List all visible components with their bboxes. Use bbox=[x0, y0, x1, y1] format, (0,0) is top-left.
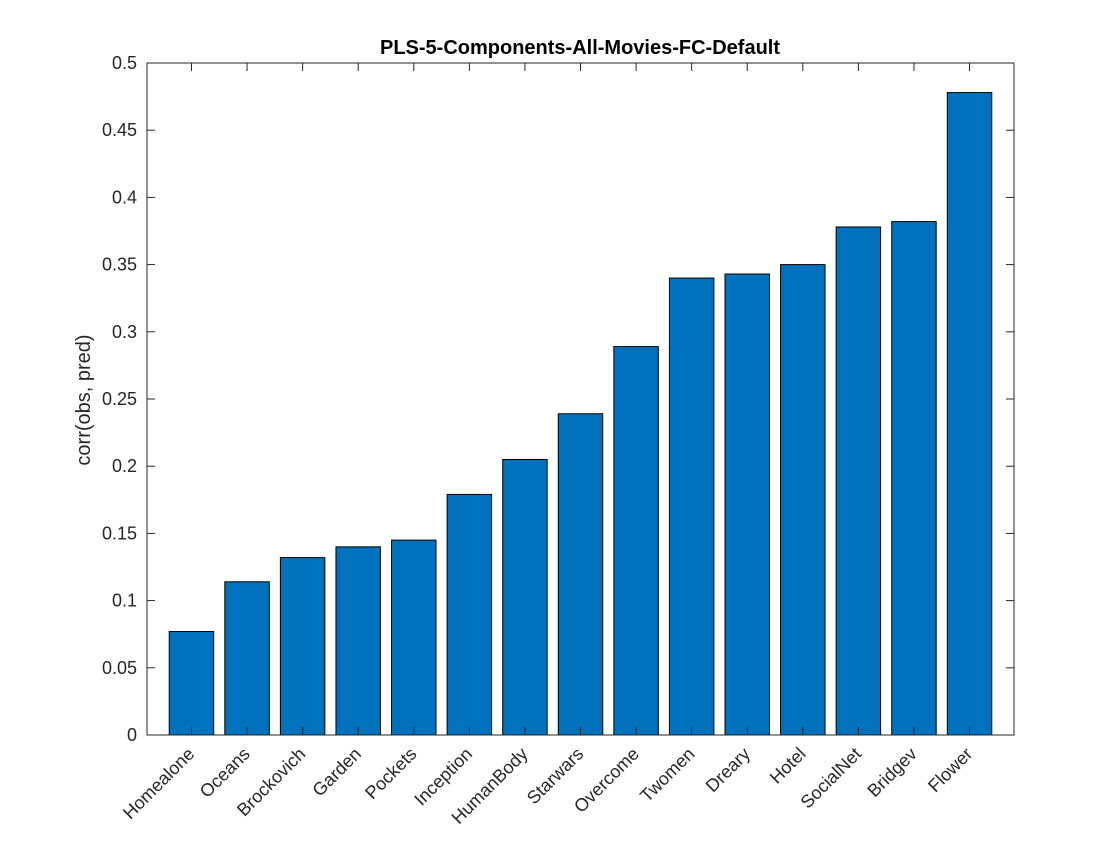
bar-dreary bbox=[724, 273, 770, 736]
y-tick-label: 0.2 bbox=[112, 456, 137, 476]
bar-flower bbox=[946, 92, 993, 736]
y-tick-label: 0.3 bbox=[112, 322, 137, 342]
y-tick-label: 0.15 bbox=[102, 523, 137, 543]
bar-bridgev bbox=[891, 221, 937, 736]
y-tick-label: 0.5 bbox=[112, 53, 137, 73]
bar-socialnet bbox=[835, 226, 882, 736]
plot-area-frame bbox=[146, 62, 1015, 736]
bar-garden bbox=[335, 546, 381, 736]
bar-twomen bbox=[668, 277, 715, 736]
y-tick-label: 0.05 bbox=[102, 658, 137, 678]
bar-overcome bbox=[613, 346, 659, 736]
y-tick-label: 0.35 bbox=[102, 255, 137, 275]
bar-inception bbox=[446, 493, 493, 736]
bar-starwars bbox=[557, 413, 604, 736]
y-axis-ticks: 0 0.05 0.1 0.15 0.2 0.25 0.3 0.35 0.4 0.45 0.5 bbox=[102, 53, 1014, 745]
bar-brockovich bbox=[279, 557, 326, 736]
bar-pockets bbox=[391, 539, 437, 736]
y-tick-label: 0.1 bbox=[112, 591, 137, 611]
chart-title: PLS-5-Components-All-Movies-FC-Default bbox=[380, 37, 780, 59]
bar-oceans bbox=[224, 581, 270, 736]
bar-hotel bbox=[780, 264, 826, 736]
y-axis-label: corr(obs, pred) bbox=[73, 334, 95, 465]
y-tick-label: 0.4 bbox=[112, 187, 137, 207]
y-tick-label: 0.45 bbox=[102, 120, 137, 140]
bar-humanbody bbox=[502, 458, 548, 736]
y-tick-label: 0.25 bbox=[102, 389, 137, 409]
bars-layer bbox=[168, 92, 993, 736]
y-tick-label: 0 bbox=[127, 725, 137, 745]
bar-homealone bbox=[168, 631, 215, 736]
